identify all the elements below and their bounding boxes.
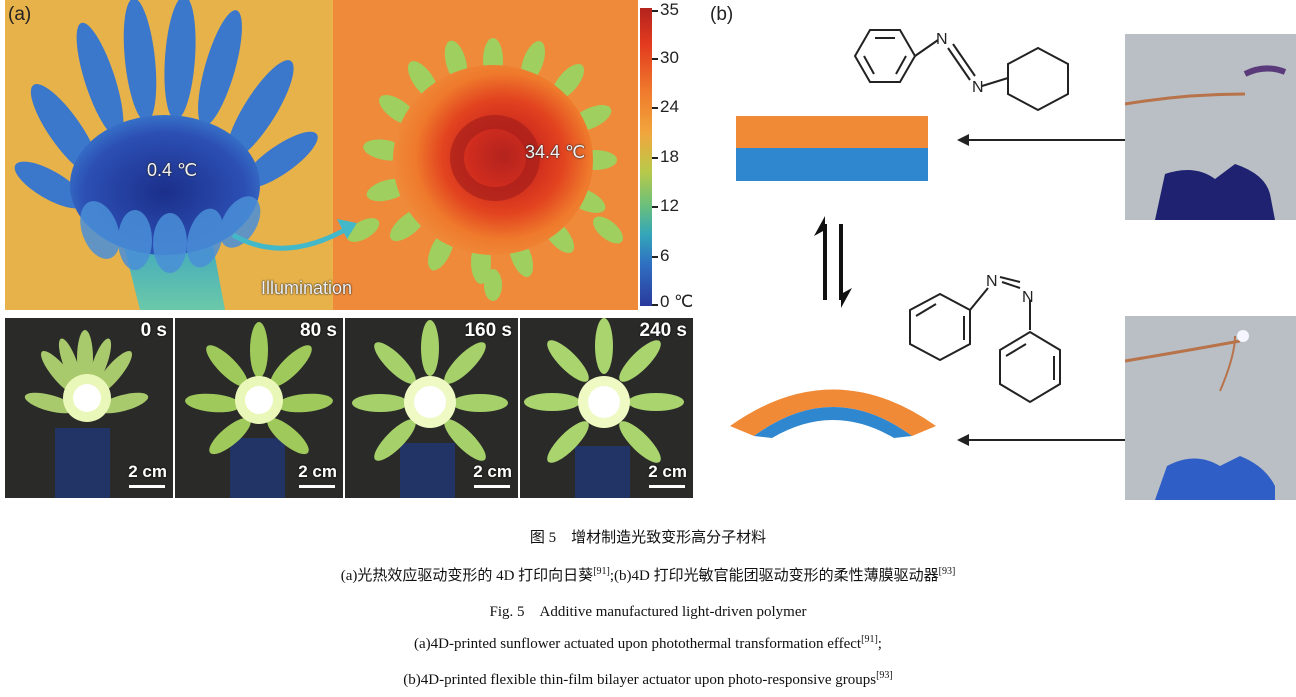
colorbar-label-max: 35 (660, 0, 679, 19)
panel-b-label: (b) (710, 4, 734, 25)
colorbar-label: 30 (660, 48, 679, 67)
temp-cold-label: 0.4 ℃ (147, 160, 198, 180)
photo-0s: 0 s 2 cm (5, 318, 173, 498)
scale-bar (649, 485, 685, 488)
scale-bar (299, 485, 335, 488)
caption-en-desc-b-line: (b)4D-printed flexible thin-film bilayer… (0, 670, 1296, 689)
colorbar-label: 6 (660, 246, 670, 265)
scale-label: 2 cm (473, 462, 512, 481)
thermal-image-after (333, 0, 638, 310)
photo-160s: 160 s 2 cm (345, 318, 518, 498)
illumination-arrow (231, 219, 357, 251)
caption-en-sep: ; (877, 636, 882, 652)
actuator-photo-graphic (1125, 330, 1275, 500)
illumination-label: Illumination (261, 278, 353, 298)
equilibrium-arrows (814, 216, 852, 308)
colorbar-tick (652, 10, 658, 12)
caption-cn-desc-a: (a)光热效应驱动变形的 4D 打印向日葵 (340, 568, 594, 584)
colorbar-tick (652, 304, 658, 306)
temp-hot-label: 34.4 ℃ (525, 142, 586, 162)
colorbar-tick (652, 256, 658, 258)
actuator-photo-flat (1125, 34, 1296, 220)
panel-a-label: (a) (8, 4, 32, 25)
bilayer-top-orange (736, 116, 928, 148)
azo-n-label: N (936, 31, 948, 48)
colorbar-label-min: 0 ℃ (660, 292, 694, 311)
scale-label: 2 cm (298, 462, 337, 481)
citation-ref: [91] (593, 566, 610, 577)
caption-en-desc-b: (b)4D-printed flexible thin-film bilayer… (403, 672, 877, 688)
caption-cn-desc-b: ;(b)4D 打印光敏官能团驱动变形的柔性薄膜驱动器 (609, 568, 939, 584)
trans-azobenzene-structure: N N (853, 29, 1069, 112)
colorbar-tick (652, 206, 658, 208)
sunflower-photo-graphic (24, 330, 149, 498)
scale-bar (474, 485, 510, 488)
colorbar-label: 24 (660, 97, 679, 116)
colorbar-label: 18 (660, 147, 679, 166)
thermal-image-before (5, 0, 333, 310)
actuator-photo-curved (1125, 316, 1296, 500)
sunflower-hot-graphic (333, 0, 638, 310)
caption-en-desc-a: (a)4D-printed sunflower actuated upon ph… (414, 636, 862, 652)
bilayer-bottom-blue (736, 148, 928, 181)
colorbar-label: 12 (660, 196, 679, 215)
citation-ref: [91] (861, 634, 878, 645)
temperature-colorbar (640, 8, 652, 306)
bilayer-curved (730, 389, 936, 438)
caption-cn-title: 图 5 增材制造光致变形高分子材料 (529, 530, 767, 546)
caption-en-title: Fig. 5 Additive manufactured light-drive… (489, 604, 807, 620)
time-label: 80 s (300, 320, 337, 341)
azo-n-label: N (986, 273, 998, 290)
citation-ref: [93] (876, 670, 893, 681)
scale-bar (129, 485, 165, 488)
caption-en-desc-a-line: (a)4D-printed sunflower actuated upon ph… (0, 634, 1296, 653)
time-label: 240 s (639, 320, 687, 341)
photo-240s: 240 s 2 cm (520, 318, 693, 498)
sunflower-photo-graphic (185, 322, 333, 498)
azo-n-label: N (1022, 289, 1034, 306)
actuator-photo-graphic (1125, 65, 1287, 220)
time-label: 160 s (464, 320, 512, 341)
sunflower-photo-graphic (352, 320, 508, 498)
colorbar-tick (652, 157, 658, 159)
sunflower-cold-graphic (5, 0, 333, 310)
scale-label: 2 cm (648, 462, 687, 481)
sunflower-photo-graphic (524, 318, 684, 498)
colorbar-tick (652, 58, 658, 60)
colorbar-tick (652, 107, 658, 109)
cis-azobenzene-structure: N N (909, 273, 1061, 404)
scale-label: 2 cm (128, 462, 167, 481)
caption-cn-desc: (a)光热效应驱动变形的 4D 打印向日葵[91];(b)4D 打印光敏官能团驱… (0, 564, 1296, 585)
photo-80s: 80 s 2 cm (175, 318, 343, 498)
citation-ref: [93] (938, 566, 956, 577)
azo-n-label: N (972, 79, 984, 96)
time-label: 0 s (140, 320, 167, 341)
